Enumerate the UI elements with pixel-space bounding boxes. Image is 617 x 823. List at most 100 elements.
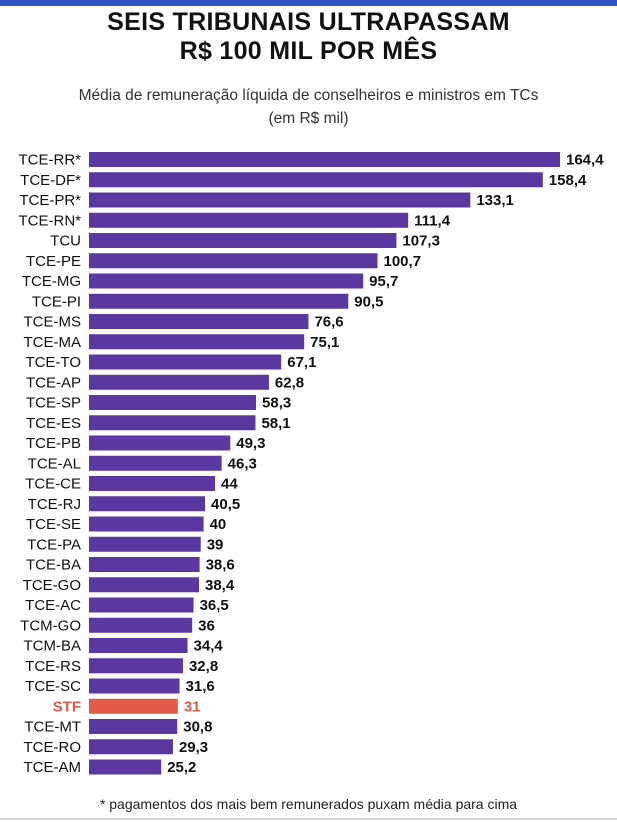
bar (89, 293, 349, 309)
category-label: TCE-ES (26, 415, 81, 432)
category-label: TCE-AM (24, 759, 82, 776)
value-label: 133,1 (476, 192, 514, 209)
category-label: TCE-PR* (19, 192, 81, 209)
title-line-2: R$ 100 MIL POR MÊS (179, 37, 438, 65)
bar (89, 658, 183, 674)
bar (89, 212, 409, 228)
category-label: TCE-BA (26, 557, 81, 574)
bar (89, 739, 173, 755)
bar (89, 496, 206, 512)
bar (89, 516, 204, 532)
value-label: 38,6 (206, 557, 235, 574)
bar (89, 314, 309, 329)
bar (89, 536, 201, 552)
category-label: TCE-MA (24, 334, 82, 351)
category-label: TCE-AP (26, 374, 81, 391)
value-label: 31 (184, 698, 201, 715)
value-label: 62,8 (275, 374, 304, 391)
category-label: TCE-PA (27, 536, 81, 553)
bar (89, 719, 178, 734)
category-label: TCE-MS (24, 314, 82, 331)
subtitle-line-1: Média de remuneração líquida de conselhe… (78, 87, 539, 104)
bar (89, 415, 256, 431)
category-label: TCE-PB (26, 435, 81, 452)
category-label: TCE-SC (25, 678, 81, 695)
category-label: TCU (50, 233, 81, 250)
value-label: 58,3 (262, 395, 291, 412)
footnote: * pagamentos dos mais bem remunerados pu… (99, 796, 518, 812)
value-label: 36 (198, 617, 215, 634)
value-label: 36,5 (200, 597, 229, 614)
bar (89, 435, 231, 451)
category-label: TCE-PE (26, 253, 81, 270)
value-label: 75,1 (310, 334, 339, 351)
category-label: TCE-CE (25, 476, 81, 493)
bar (89, 476, 216, 491)
value-label: 158,4 (549, 172, 587, 189)
value-label: 32,8 (189, 658, 218, 675)
bar (89, 152, 560, 167)
bar (89, 577, 200, 593)
value-label: 34,4 (194, 638, 224, 655)
bar (89, 678, 180, 694)
category-label: TCM-GO (20, 617, 81, 634)
value-label: 29,3 (179, 739, 208, 756)
bar (89, 395, 257, 410)
bar (89, 233, 397, 248)
value-label: 100,7 (384, 253, 422, 270)
value-label: 44 (221, 476, 238, 493)
value-label: 38,4 (205, 577, 235, 594)
bar (89, 557, 200, 572)
value-label: 40 (210, 516, 227, 533)
bottom-divider (0, 818, 617, 820)
value-label: 111,4 (414, 212, 451, 229)
title-line-1: SEIS TRIBUNAIS ULTRAPASSAM (107, 8, 510, 36)
value-label: 30,8 (183, 719, 212, 736)
bar (89, 638, 188, 653)
category-label: TCE-MT (24, 719, 81, 736)
bar (89, 698, 178, 714)
top-accent-bar (0, 0, 617, 6)
value-label: 25,2 (167, 759, 196, 776)
bar (89, 273, 364, 289)
category-label: TCE-GO (23, 577, 81, 594)
category-label: TCE-RO (24, 739, 82, 756)
bar (89, 759, 162, 775)
category-label: TCE-PI (32, 293, 81, 310)
bar (89, 455, 222, 471)
category-label: TCE-DF* (20, 172, 81, 189)
bar-chart: TCE-RR* 164,4 TCE-DF* 158,4 TCE-PR* 133,1 TCE-… (19, 152, 605, 777)
value-label: 58,1 (261, 415, 290, 432)
bar (89, 334, 305, 350)
category-label: TCE-RS (25, 658, 81, 675)
chart-subtitle: Média de remuneração líquida de conselhe… (0, 84, 617, 130)
category-label: TCE-TO (25, 354, 81, 371)
category-label: TCE-SP (26, 395, 81, 412)
category-label: STF (53, 698, 81, 715)
value-label: 107,3 (402, 233, 440, 250)
bar (89, 597, 194, 613)
value-label: 76,6 (314, 314, 343, 331)
bar (89, 354, 282, 370)
category-label: TCE-RR* (19, 152, 82, 169)
value-label: 95,7 (369, 273, 398, 290)
category-label: TCM-BA (24, 638, 82, 655)
value-label: 40,5 (211, 496, 240, 513)
value-label: 31,6 (186, 678, 215, 695)
category-label: TCE-AL (28, 455, 81, 472)
value-label: 67,1 (287, 354, 316, 371)
bar (89, 374, 269, 390)
bar (89, 617, 193, 633)
bar (89, 192, 471, 208)
category-label: TCE-AC (25, 597, 81, 614)
bar (89, 172, 543, 188)
category-label: TCE-MG (22, 273, 81, 290)
bar (89, 253, 378, 269)
category-label: TCE-RJ (28, 496, 81, 513)
value-label: 164,4 (566, 152, 604, 169)
value-label: 49,3 (236, 435, 265, 452)
value-label: 39 (207, 536, 224, 553)
chart-title: SEIS TRIBUNAIS ULTRAPASSAM R$ 100 MIL PO… (0, 8, 617, 66)
value-label: 46,3 (228, 455, 257, 472)
category-label: TCE-RN* (19, 212, 82, 229)
